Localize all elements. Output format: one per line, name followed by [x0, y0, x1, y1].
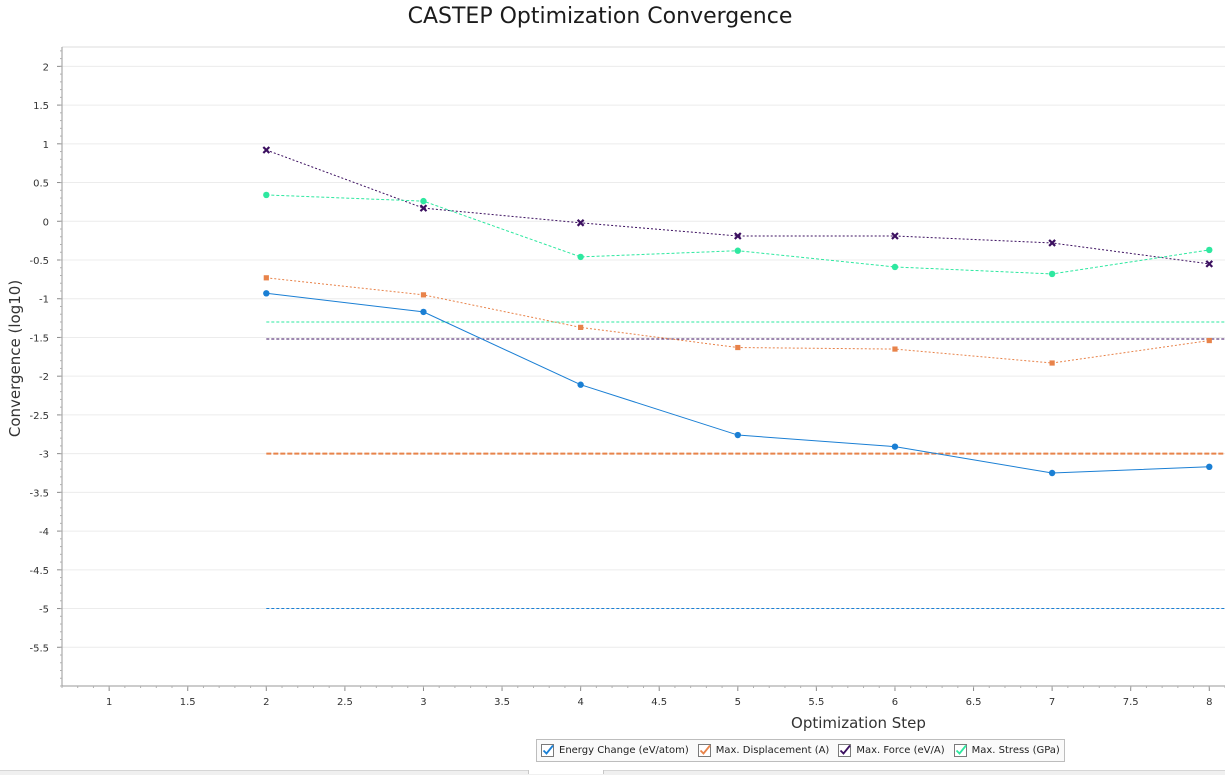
y-tick-label: 1 — [43, 140, 49, 151]
y-tick-label: -5 — [39, 605, 49, 616]
y-tick-label: -1 — [39, 295, 49, 306]
data-point — [734, 232, 742, 240]
x-tick-label: 4.5 — [651, 697, 667, 708]
data-point — [419, 204, 428, 212]
axes — [57, 46, 1225, 691]
x-tick-label: 3.5 — [494, 697, 510, 708]
data-point — [420, 292, 427, 298]
y-tick-label: -1.5 — [29, 333, 49, 344]
x-tick-label: 2 — [263, 697, 269, 708]
legend-label: Max. Stress (GPa) — [971, 745, 1060, 756]
series-markers — [262, 146, 1214, 477]
x-tick-label: 4 — [577, 697, 583, 708]
data-point — [735, 344, 741, 351]
data-point — [577, 381, 584, 388]
axis-labels: 2 1.5 1 0.5 0 -0.5 -1 -1.5 -2 -2.5 -3 -3.5 -4 -4.5 -5 -… — [6, 62, 1212, 732]
threshold-lines — [266, 321, 1225, 610]
y-tick-label: -0.5 — [29, 256, 49, 267]
data-point — [1205, 260, 1214, 268]
data-point — [1048, 270, 1056, 278]
x-tick-label: 2.5 — [337, 697, 353, 708]
data-point — [263, 290, 270, 297]
y-tick-label: -4 — [39, 527, 49, 538]
chart-title: CASTEP Optimization Convergence — [407, 4, 793, 29]
data-point — [891, 232, 899, 240]
data-point — [1048, 469, 1056, 477]
legend-item-0[interactable]: Energy Change (eV/atom) — [541, 744, 689, 757]
y-tick-label: -3.5 — [29, 488, 49, 499]
data-point — [262, 146, 271, 154]
data-point — [1206, 246, 1213, 254]
data-point — [1206, 463, 1213, 471]
data-point — [734, 431, 741, 439]
checkbox-checked-icon[interactable] — [697, 744, 711, 757]
x-tick-label: 8 — [1206, 697, 1212, 708]
data-point — [1048, 239, 1056, 247]
data-point — [576, 219, 585, 227]
data-point — [263, 275, 269, 281]
x-tick-label: 5 — [735, 697, 741, 708]
y-tick-label: -2 — [39, 372, 49, 383]
series-line-1 — [266, 277, 1210, 364]
series-lines — [266, 149, 1210, 474]
checkbox-checked-icon[interactable] — [541, 744, 554, 757]
x-tick-label: 7 — [1049, 697, 1055, 708]
y-tick-label: -3 — [39, 450, 49, 461]
series-line-2 — [266, 149, 1210, 265]
y-tick-label: 0.5 — [33, 179, 49, 190]
legend-label: Max. Displacement (A) — [715, 745, 830, 756]
y-tick-label: 2 — [43, 62, 49, 73]
y-tick-label: -5.5 — [29, 643, 49, 654]
data-point — [891, 263, 899, 271]
checkbox-checked-icon[interactable] — [838, 744, 852, 757]
series-line-0 — [266, 292, 1210, 474]
legend-label: Energy Change (eV/atom) — [559, 745, 689, 756]
y-tick-label: -2.5 — [29, 411, 49, 422]
data-point — [1049, 360, 1055, 366]
y-tick-label: 0 — [43, 217, 49, 228]
legend-item-1[interactable]: Max. Displacement (A) — [697, 744, 830, 757]
data-point — [734, 247, 741, 254]
legend-item-3[interactable]: Max. Stress (GPa) — [953, 744, 1060, 757]
y-tick-label: -4.5 — [29, 566, 49, 577]
legend-item-2[interactable]: Max. Force (eV/A) — [838, 744, 945, 757]
data-point — [891, 443, 899, 450]
legend: Energy Change (eV/atom) Max. Displacement… — [536, 739, 1065, 762]
data-point — [578, 324, 584, 330]
bottom-tab[interactable] — [528, 770, 604, 774]
x-tick-label: 6.5 — [966, 697, 982, 708]
x-tick-label: 6 — [892, 697, 898, 708]
x-axis-label: Optimization Step — [791, 714, 926, 732]
data-point — [892, 346, 898, 352]
x-tick-label: 7.5 — [1123, 697, 1139, 708]
data-point — [1206, 337, 1212, 344]
data-point — [577, 253, 584, 261]
bottom-scroll-strip — [0, 770, 1225, 775]
data-point — [420, 308, 427, 316]
legend-label: Max. Force (eV/A) — [856, 745, 945, 756]
grid-lines — [62, 65, 1225, 648]
x-tick-label: 5.5 — [808, 697, 824, 708]
y-axis-label: Convergence (log10) — [6, 280, 24, 437]
y-tick-label: 1.5 — [33, 101, 49, 112]
data-point — [420, 197, 427, 205]
x-tick-label: 3 — [420, 697, 426, 708]
data-point — [263, 191, 270, 199]
checkbox-checked-icon[interactable] — [953, 744, 967, 757]
x-tick-label: 1.5 — [180, 697, 196, 708]
x-tick-label: 1 — [106, 697, 112, 708]
